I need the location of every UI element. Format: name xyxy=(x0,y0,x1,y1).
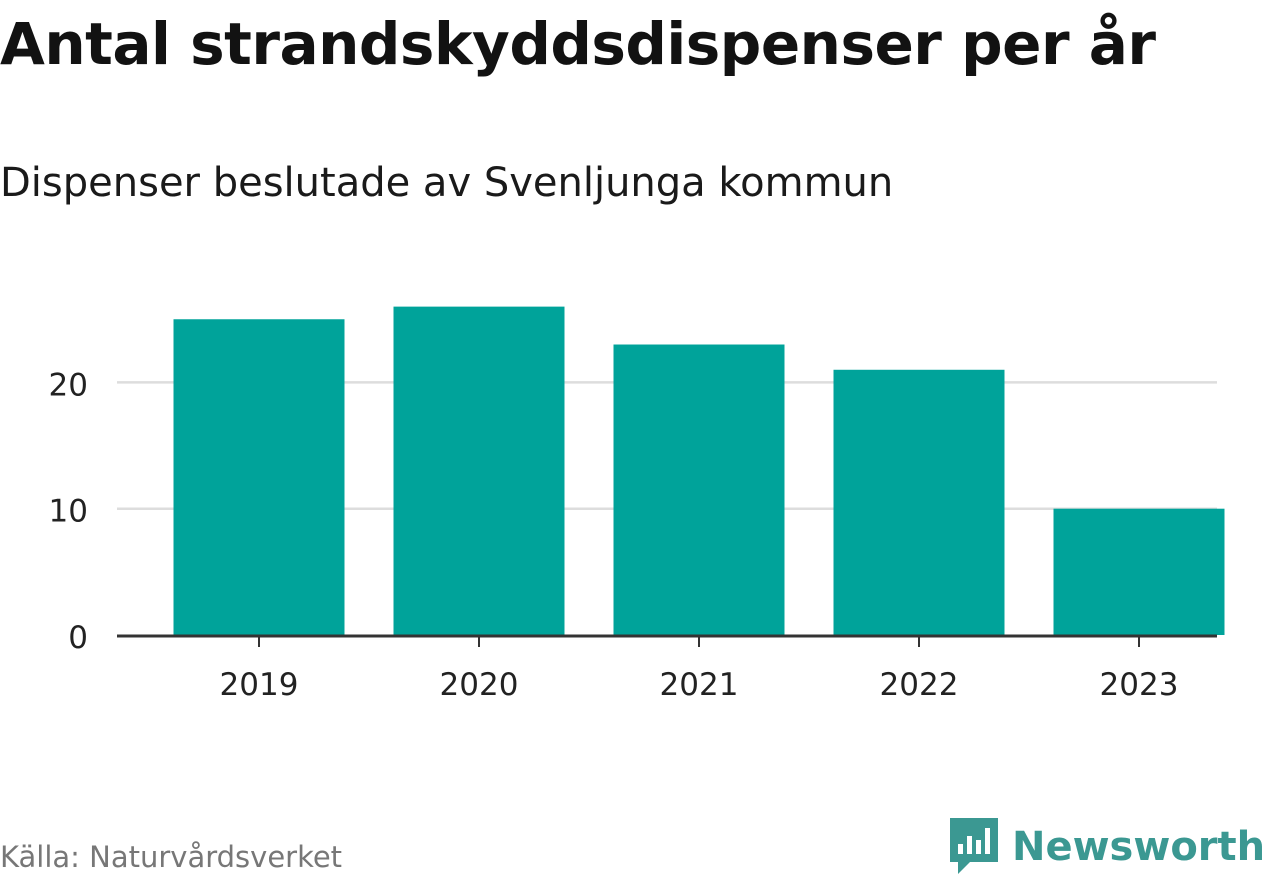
bar-chart-speech-bubble-icon xyxy=(950,818,998,874)
y-tick-label: 10 xyxy=(49,494,88,530)
bar xyxy=(393,306,565,635)
x-tick-label: 2023 xyxy=(1100,667,1179,703)
y-tick-label: 0 xyxy=(68,620,88,656)
bar xyxy=(613,344,785,635)
brand-name: Newsworthy xyxy=(1012,824,1262,870)
y-tick-label: 20 xyxy=(49,367,88,403)
chart-title: Antal strandskyddsdispenser per år xyxy=(0,10,1156,78)
chart-subtitle: Dispenser beslutade av Svenljunga kommun xyxy=(0,160,894,206)
bar xyxy=(173,319,345,635)
x-tick-label: 2021 xyxy=(660,667,739,703)
x-tick-label: 2020 xyxy=(440,667,519,703)
bar xyxy=(833,369,1005,635)
source-note: Källa: Naturvårdsverket xyxy=(0,840,343,874)
x-tick-label: 2022 xyxy=(880,667,959,703)
bar xyxy=(1053,508,1225,635)
x-tick-label: 2019 xyxy=(220,667,299,703)
brand-logo: Newsworthy xyxy=(950,818,1262,876)
